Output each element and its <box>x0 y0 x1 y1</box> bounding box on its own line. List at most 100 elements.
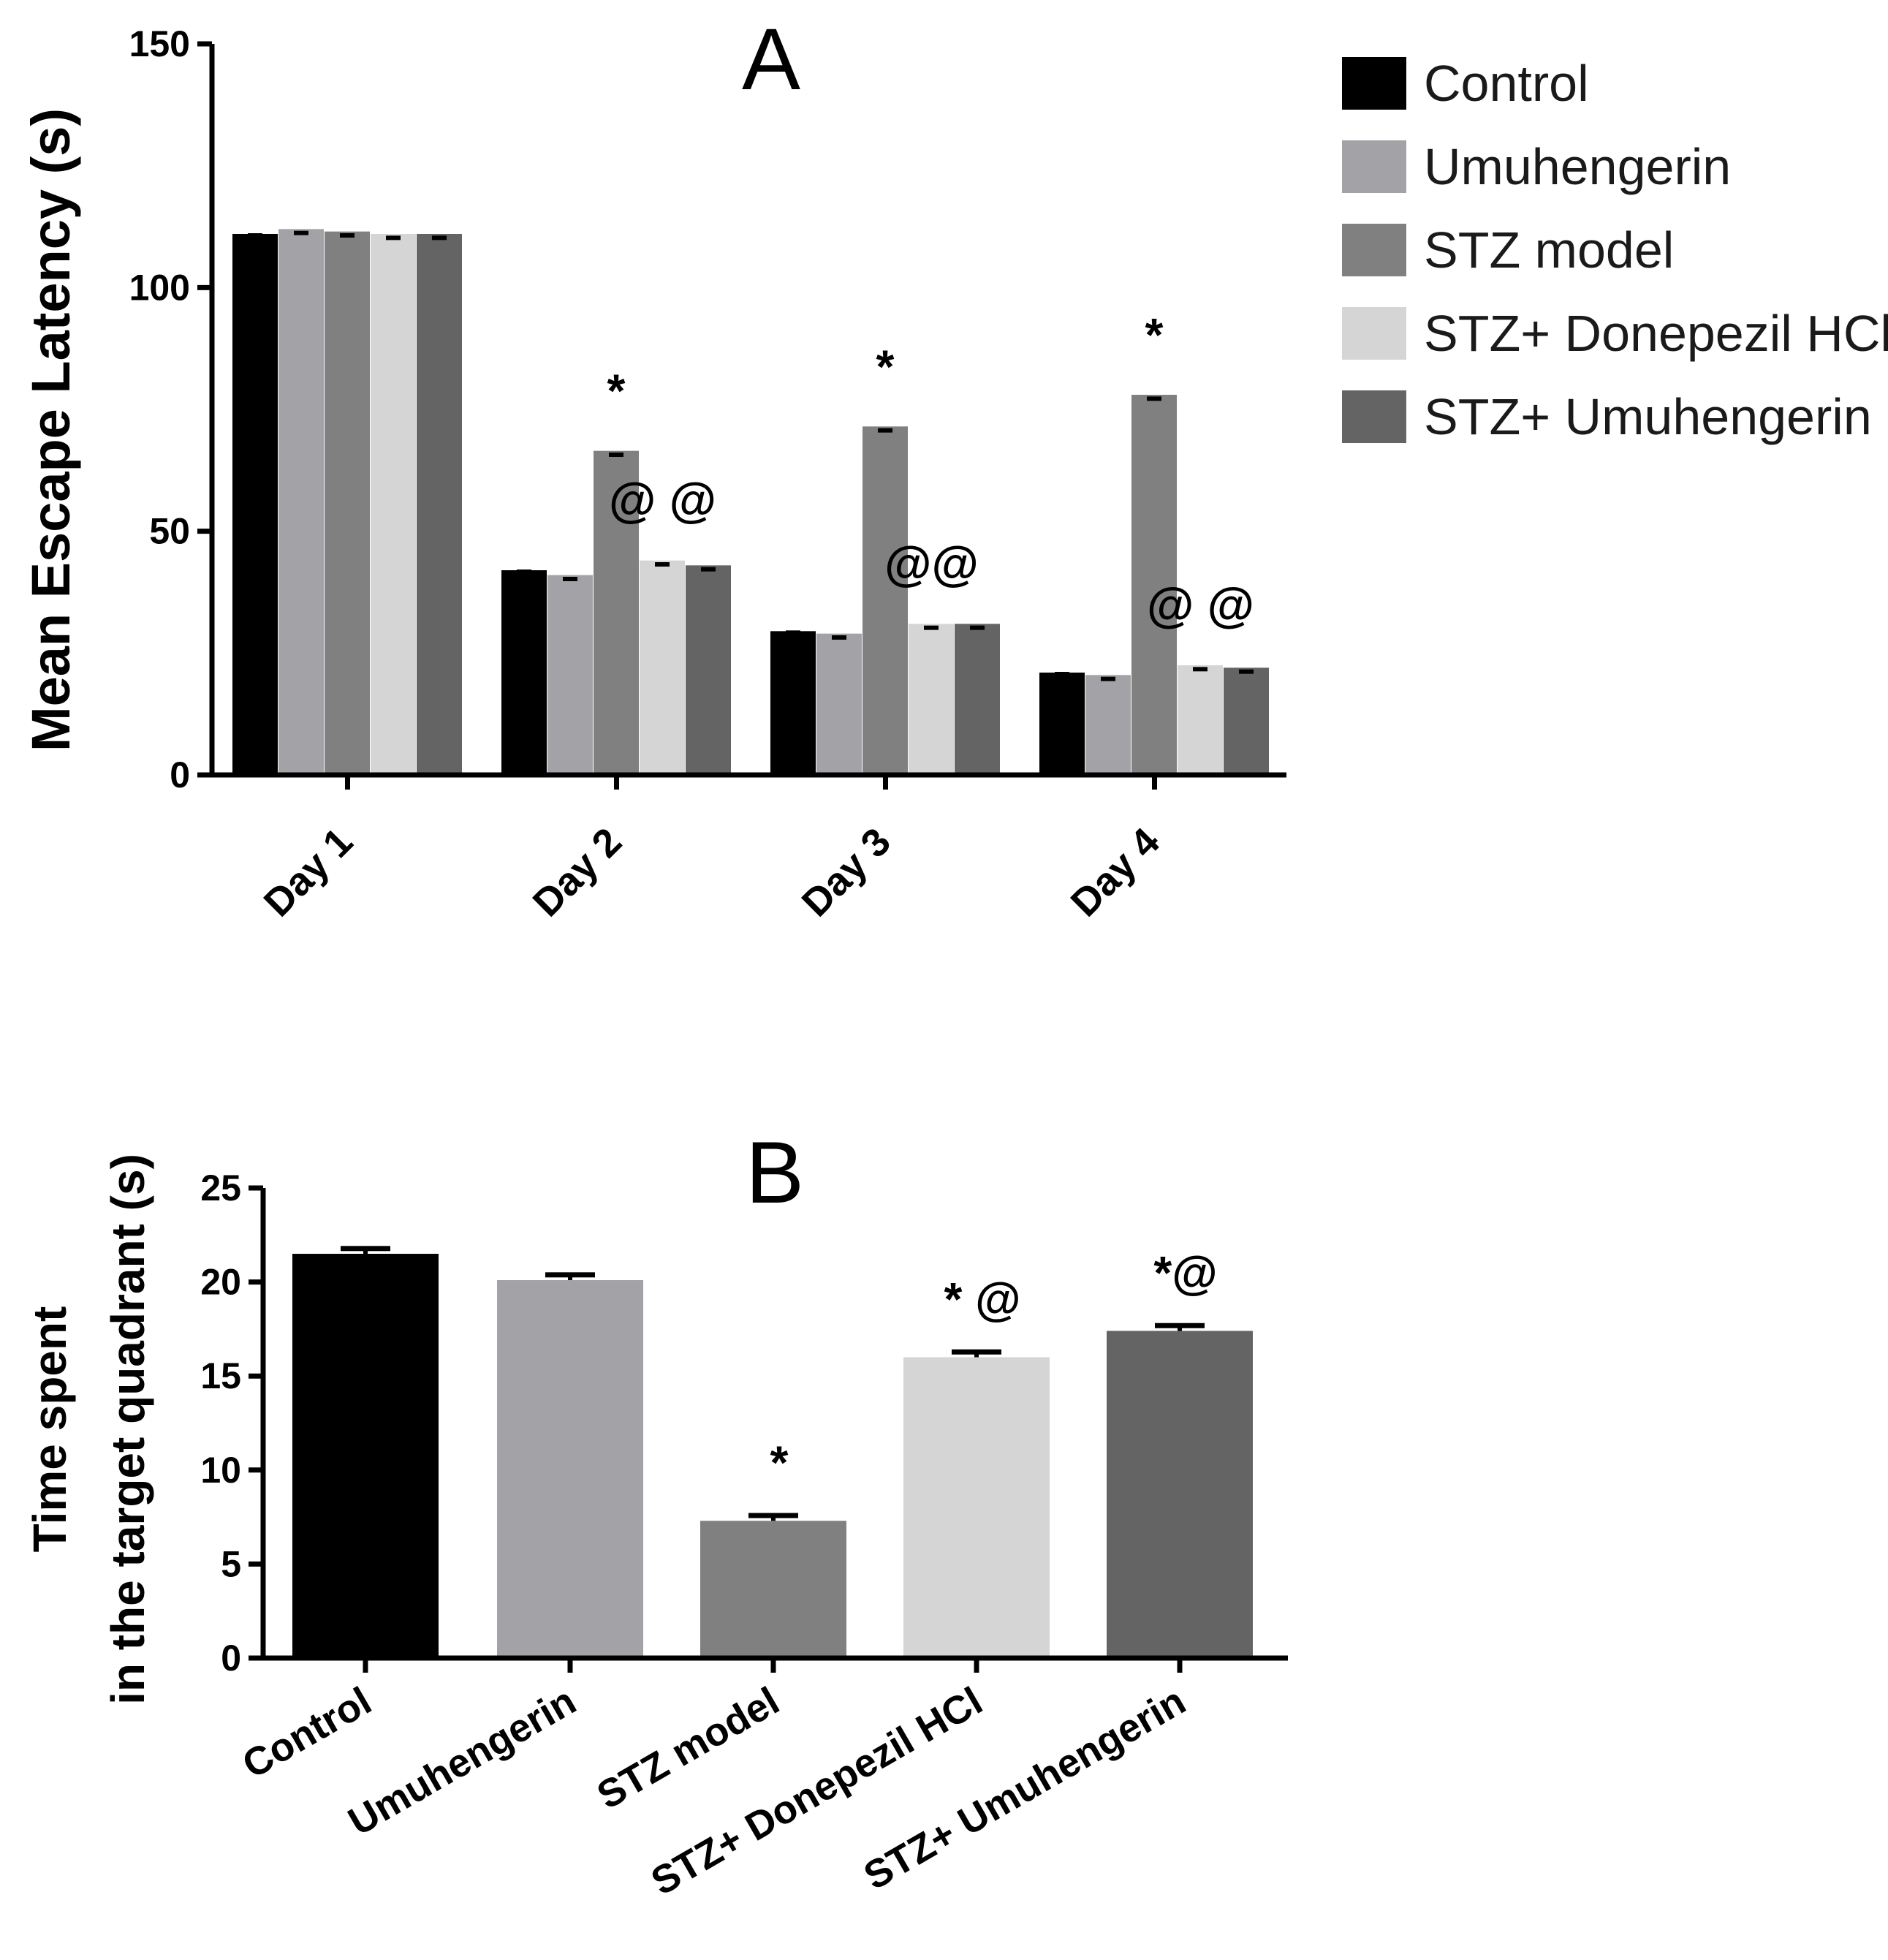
legend-label-stz-umuhengerin: STZ+ Umuhengerin <box>1424 388 1872 445</box>
panel-a-bars <box>232 229 1269 776</box>
error-bar-day-1-stz-umuhengerin <box>432 235 447 241</box>
legend-label-stz-donepezil-hcl: STZ+ Donepezil HCl <box>1424 305 1888 362</box>
annotation-day-4-asterisk: * <box>1145 309 1164 361</box>
y-tick-label-150: 150 <box>129 23 190 64</box>
bar-stz-donepezil-hcl <box>903 1357 1050 1658</box>
bar-day-1-control <box>232 234 278 775</box>
error-bar-cap-stz-donepezil-hcl <box>952 1349 1001 1355</box>
annotation-stz-donepezil-hcl: * @ <box>944 1273 1020 1325</box>
bar-day-3-stz-donepezil-hcl <box>909 624 954 775</box>
bar-day-1-stz-donepezil-hcl <box>371 234 416 775</box>
y-tick-label-50: 50 <box>149 511 190 552</box>
panel-a-annotations: * @ @ * @@ * @ @ <box>607 309 1254 632</box>
legend-swatch-stz-donepezil-hcl <box>1342 307 1406 360</box>
panel-b-bar-chart: B Time spent in the target quadrant (s) … <box>23 1124 1288 1904</box>
panel-a-title: A <box>742 10 800 108</box>
x-tick-label-control: Control <box>235 1679 379 1787</box>
bar-day-2-stz-model <box>594 450 639 775</box>
panel-a-axes <box>209 44 1286 778</box>
x-tick-label-umuhengerin: Umuhengerin <box>341 1679 583 1844</box>
error-bar-day-1-stz-donepezil-hcl <box>386 235 401 241</box>
bar-day-3-umuhengerin <box>816 633 862 775</box>
bar-day-3-stz-umuhengerin <box>955 624 1000 775</box>
error-bar-day-1-umuhengerin <box>294 230 308 235</box>
bar-day-4-umuhengerin <box>1085 675 1131 775</box>
bar-day-2-control <box>501 570 547 775</box>
error-bar-day-4-control <box>1055 672 1069 676</box>
annotation-day-2-asterisk: * <box>607 365 626 417</box>
error-bar-day-3-umuhengerin <box>832 635 846 640</box>
error-bar-day-2-stz-donepezil-hcl <box>655 562 670 567</box>
error-bar-day-2-control <box>517 570 531 574</box>
legend-label-control: Control <box>1424 55 1589 112</box>
x-tick-label-day-3: Day 3 <box>794 820 899 925</box>
panel-b-bars <box>292 1246 1253 1658</box>
annotation-stz-umuhengerin: *@ <box>1153 1246 1217 1299</box>
error-bar-cap-stz-umuhengerin <box>1155 1323 1205 1328</box>
bar-stz-model <box>700 1521 846 1658</box>
bar-umuhengerin <box>497 1280 643 1658</box>
panel-a-bar-chart: A Mean Escape Latency (s) 0 50 100 150 * @ @… <box>20 10 1888 925</box>
panel-a-x-ticks: Day 1 Day 2 Day 3 Day 4 <box>256 775 1168 925</box>
y-tick-label-0: 0 <box>170 754 190 795</box>
panel-b-annotations: * * @ *@ <box>770 1246 1218 1489</box>
bar-day-1-stz-model <box>325 231 370 776</box>
y-tick-label-25: 25 <box>200 1168 241 1208</box>
error-bar-day-3-stz-umuhengerin <box>970 625 985 630</box>
panel-b-y-axis-title-line-1: Time spent <box>23 1306 76 1553</box>
y-tick-label-5: 5 <box>221 1543 241 1584</box>
y-tick-label-0: 0 <box>221 1638 241 1679</box>
bar-day-3-stz-model <box>863 426 908 775</box>
x-tick-label-day-1: Day 1 <box>256 820 361 925</box>
panel-b-y-ticks: 0 5 10 15 20 25 <box>200 1168 263 1679</box>
legend-label-stz-model: STZ model <box>1424 222 1674 279</box>
y-tick-label-100: 100 <box>129 267 190 308</box>
x-tick-label-stz-umuhengerin: STZ+ Umuhengerin <box>857 1679 1193 1898</box>
error-bar-cap-umuhengerin <box>545 1272 595 1278</box>
y-tick-label-15: 15 <box>200 1355 241 1396</box>
panel-a-legend: Control Umuhengerin STZ model STZ+ Donepezi… <box>1342 55 1888 445</box>
error-bar-day-1-stz-model <box>340 233 355 238</box>
bar-day-4-stz-umuhengerin <box>1224 667 1269 775</box>
bar-day-3-control <box>770 631 816 775</box>
x-tick-label-stz-model: STZ model <box>590 1679 786 1817</box>
x-tick-label-day-2: Day 2 <box>525 820 630 925</box>
error-bar-day-2-stz-umuhengerin <box>701 567 716 572</box>
y-tick-label-20: 20 <box>200 1262 241 1303</box>
bar-day-1-stz-umuhengerin <box>417 234 462 775</box>
bar-day-1-umuhengerin <box>278 229 324 775</box>
annotation-day-4-at-signs: @ @ <box>1147 578 1254 632</box>
bar-day-4-stz-model <box>1131 395 1177 775</box>
bar-stz-umuhengerin <box>1107 1331 1253 1658</box>
bar-control <box>292 1254 439 1658</box>
bar-day-4-stz-donepezil-hcl <box>1178 665 1223 775</box>
panel-a-y-ticks: 0 50 100 150 <box>129 23 212 795</box>
error-bar-day-3-control <box>786 630 800 635</box>
legend-swatch-control <box>1342 57 1406 110</box>
panel-a-y-axis-title: Mean Escape Latency (s) <box>20 108 81 752</box>
error-bar-day-2-umuhengerin <box>563 577 577 581</box>
panel-b-axes <box>260 1188 1288 1661</box>
panel-b-y-axis-title-line-2: in the target quadrant (s) <box>102 1154 154 1705</box>
annotation-day-3-at-signs: @@ <box>884 536 979 590</box>
error-bar-day-4-umuhengerin <box>1101 676 1115 681</box>
legend-swatch-stz-umuhengerin <box>1342 390 1406 443</box>
bar-day-4-control <box>1039 673 1085 775</box>
x-tick-label-stz-donepezil-hcl: STZ+ Donepezil HCl <box>644 1679 990 1904</box>
panel-b-title: B <box>746 1124 804 1222</box>
x-tick-label-day-4: Day 4 <box>1063 820 1168 925</box>
error-bar-day-4-stz-donepezil-hcl <box>1193 667 1208 672</box>
annotation-day-2-at-signs: @ @ <box>609 473 716 527</box>
error-bar-day-1-control <box>248 233 262 238</box>
error-bar-day-2-stz-model <box>609 453 623 457</box>
bar-day-2-umuhengerin <box>547 575 593 775</box>
bar-day-2-stz-donepezil-hcl <box>640 560 685 775</box>
bar-day-2-stz-umuhengerin <box>686 565 731 775</box>
error-bar-day-3-stz-donepezil-hcl <box>924 625 939 630</box>
error-bar-cap-stz-model <box>748 1513 798 1518</box>
annotation-stz-model: * <box>770 1437 789 1489</box>
error-bar-day-3-stz-model <box>878 428 892 433</box>
y-tick-label-10: 10 <box>200 1450 241 1491</box>
error-bar-day-4-stz-model <box>1147 396 1161 401</box>
